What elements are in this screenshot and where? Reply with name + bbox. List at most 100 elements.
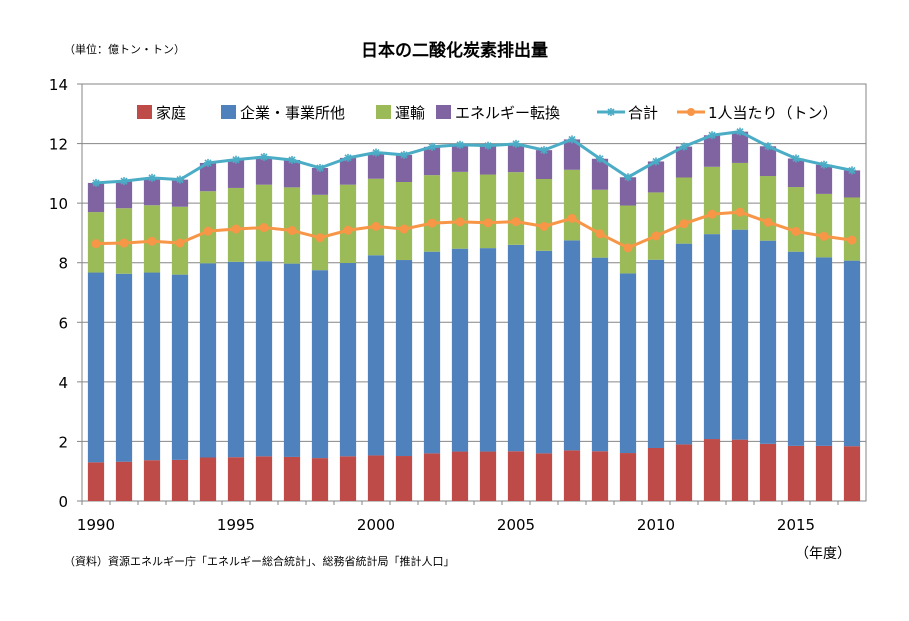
x-axis: 1990 1995 2000 2005 2010 2015: [77, 501, 839, 534]
line-point: [596, 154, 604, 163]
bar-segment: [731, 229, 749, 440]
bar-segment: [451, 171, 469, 249]
line-point: [204, 158, 212, 167]
bar-segment: [479, 248, 497, 452]
bar-segment: [311, 270, 329, 459]
bar-segment: [619, 177, 637, 206]
bar-segment: [591, 158, 609, 190]
legend-marker: [607, 108, 615, 116]
line-point: [847, 235, 857, 245]
plot-area: [81, 83, 867, 502]
line-point: [455, 217, 465, 227]
bar-segment: [759, 443, 777, 501]
line-point: [736, 127, 744, 136]
legend-marker: [687, 108, 695, 116]
bar-segment: [815, 257, 833, 446]
bar-segment: [423, 146, 441, 176]
marker-stroke: [204, 159, 212, 167]
line-point: [428, 142, 436, 151]
line-point: [92, 178, 100, 187]
bar-segment: [731, 439, 749, 501]
line-point: [91, 239, 101, 249]
x-tick-label: 1995: [217, 516, 255, 534]
bar-segment: [703, 234, 721, 440]
bar-segment: [703, 135, 721, 167]
bar-segment: [507, 451, 525, 501]
marker-stroke: [624, 173, 632, 181]
legend-swatch: [137, 105, 152, 119]
marker-stroke: [596, 155, 604, 163]
line-point: [148, 173, 156, 182]
bar-segment: [423, 453, 441, 501]
legend-label: 企業・事業所他: [240, 104, 345, 122]
marker-stroke: [288, 156, 296, 164]
line-point: [371, 221, 381, 231]
bar-segment: [283, 263, 301, 457]
bar-segment: [647, 447, 665, 501]
bar-segment: [535, 150, 553, 180]
bar-segment: [675, 146, 693, 178]
bar-segment: [619, 273, 637, 454]
marker-stroke: [568, 135, 576, 143]
bar-segment: [367, 455, 385, 501]
bar-segment: [675, 177, 693, 244]
bar-segment: [423, 175, 441, 252]
bar-segment: [339, 184, 357, 264]
bar-segment: [143, 177, 161, 206]
line-point: [791, 226, 801, 236]
legend-item: エネルギー転換: [436, 104, 560, 122]
line-point: [567, 213, 577, 223]
marker-stroke: [484, 142, 492, 150]
unit-label: （単位：億トン・トン）: [64, 43, 185, 56]
line-point: [624, 173, 632, 182]
bar-segment: [283, 187, 301, 264]
bar-segment: [339, 157, 357, 185]
bar-segment: [171, 179, 189, 207]
legend-label: 1人当たり（トン）: [708, 104, 838, 122]
bar-segment: [787, 158, 805, 188]
line-point: [764, 142, 772, 151]
bar-segment: [367, 255, 385, 456]
marker-stroke: [148, 174, 156, 182]
line-point: [483, 218, 493, 228]
marker-stroke: [736, 128, 744, 136]
bar-segment: [451, 248, 469, 452]
bar-segment: [647, 161, 665, 193]
line-point: [427, 218, 437, 228]
legend-item: 合計: [597, 104, 658, 122]
bar-segment: [451, 451, 469, 501]
bar-segment: [115, 181, 133, 209]
marker-stroke: [680, 142, 688, 151]
line-point: [680, 142, 688, 151]
bar-segment: [367, 178, 385, 256]
line-point: [175, 238, 185, 248]
marker-stroke: [792, 154, 800, 163]
bar-segment: [703, 439, 721, 501]
bar-segment: [563, 240, 581, 451]
x-tick-label: 1990: [77, 516, 115, 534]
y-tick-label: 6: [58, 314, 68, 332]
y-tick-label: 4: [58, 374, 68, 392]
bar-segment: [619, 205, 637, 274]
marker-stroke: [260, 153, 268, 161]
bar-segment: [227, 261, 245, 458]
line-point: [512, 139, 520, 148]
bar-segment: [311, 458, 329, 501]
legend-item: 企業・事業所他: [221, 104, 345, 122]
bar-segment: [591, 451, 609, 501]
bar-segment: [479, 145, 497, 175]
bar-segment: [87, 462, 105, 501]
line-point: [399, 224, 409, 234]
bar-segment: [311, 167, 329, 195]
line-point: [203, 226, 213, 236]
line-point: [119, 238, 129, 248]
legend-label: 合計: [628, 104, 658, 122]
line-point: [343, 225, 353, 235]
bar-segment: [395, 260, 413, 457]
bar-segment: [507, 244, 525, 452]
marker-stroke: [372, 148, 380, 157]
bar-segment: [843, 446, 861, 501]
bar-segment: [815, 445, 833, 501]
line-point: [819, 231, 829, 241]
bar-segment: [395, 456, 413, 501]
